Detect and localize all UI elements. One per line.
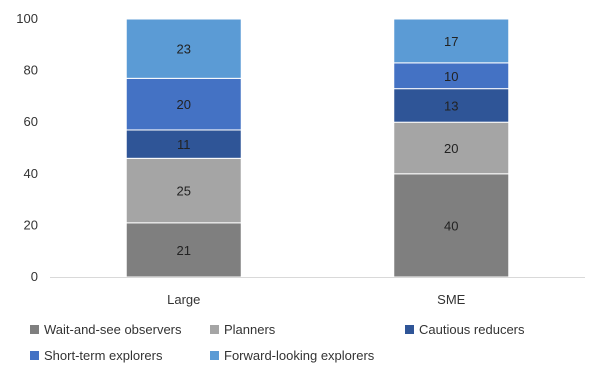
legend-label: Planners [224,322,276,337]
legend-swatch [30,325,39,334]
legend-swatch [30,351,39,360]
x-axis: Large SME [50,277,585,307]
legend-label: Wait-and-see observers [44,322,182,337]
bar-segment [125,18,242,79]
data-label: 13 [444,98,458,113]
data-label: 11 [177,137,191,152]
legend-item: Planners [210,322,275,337]
legend-item: Wait-and-see observers [30,322,182,337]
y-tick-label: 20 [24,217,38,232]
y-axis: 0 20 40 60 80 100 [16,11,38,284]
y-tick-label: 0 [31,269,38,284]
legend-item: Forward-looking explorers [210,348,374,363]
x-tick-label: SME [437,292,466,307]
data-label: 20 [444,141,458,156]
data-label: 20 [177,97,191,112]
stacked-bar-chart: 0 20 40 60 80 100 21 25 11 20 23 40 20 13 10 17 Large S… [16,11,585,307]
y-tick-label: 100 [16,11,38,26]
bar-segment [125,77,242,131]
y-tick-label: 40 [24,166,38,181]
bar-segment [393,18,510,64]
data-label: 10 [444,69,458,84]
legend-label: Short-term explorers [44,348,163,363]
data-label: 23 [177,42,191,57]
legend: Wait-and-see observers Planners Cautious r… [30,322,590,370]
data-label: 40 [444,218,458,233]
x-tick-label: Large [167,292,200,307]
bar-segment [393,88,510,123]
bars: 21 25 11 20 23 40 20 13 10 17 [125,18,510,278]
legend-label: Cautious reducers [419,322,525,337]
bar-segment [125,222,242,278]
legend-item: Cautious reducers [405,322,525,337]
legend-swatch [405,325,414,334]
legend-swatch [210,325,219,334]
data-label: 25 [177,184,191,199]
bar-segment [393,173,510,278]
data-label: 17 [444,34,458,49]
legend-item: Short-term explorers [30,348,162,363]
data-label: 21 [177,243,191,258]
bar-segment [125,157,242,224]
y-tick-label: 80 [24,63,38,78]
y-tick-label: 60 [24,114,38,129]
bar-segment [393,62,510,90]
legend-swatch [210,351,219,360]
legend-label: Forward-looking explorers [224,348,375,363]
bar-segment [393,121,510,175]
